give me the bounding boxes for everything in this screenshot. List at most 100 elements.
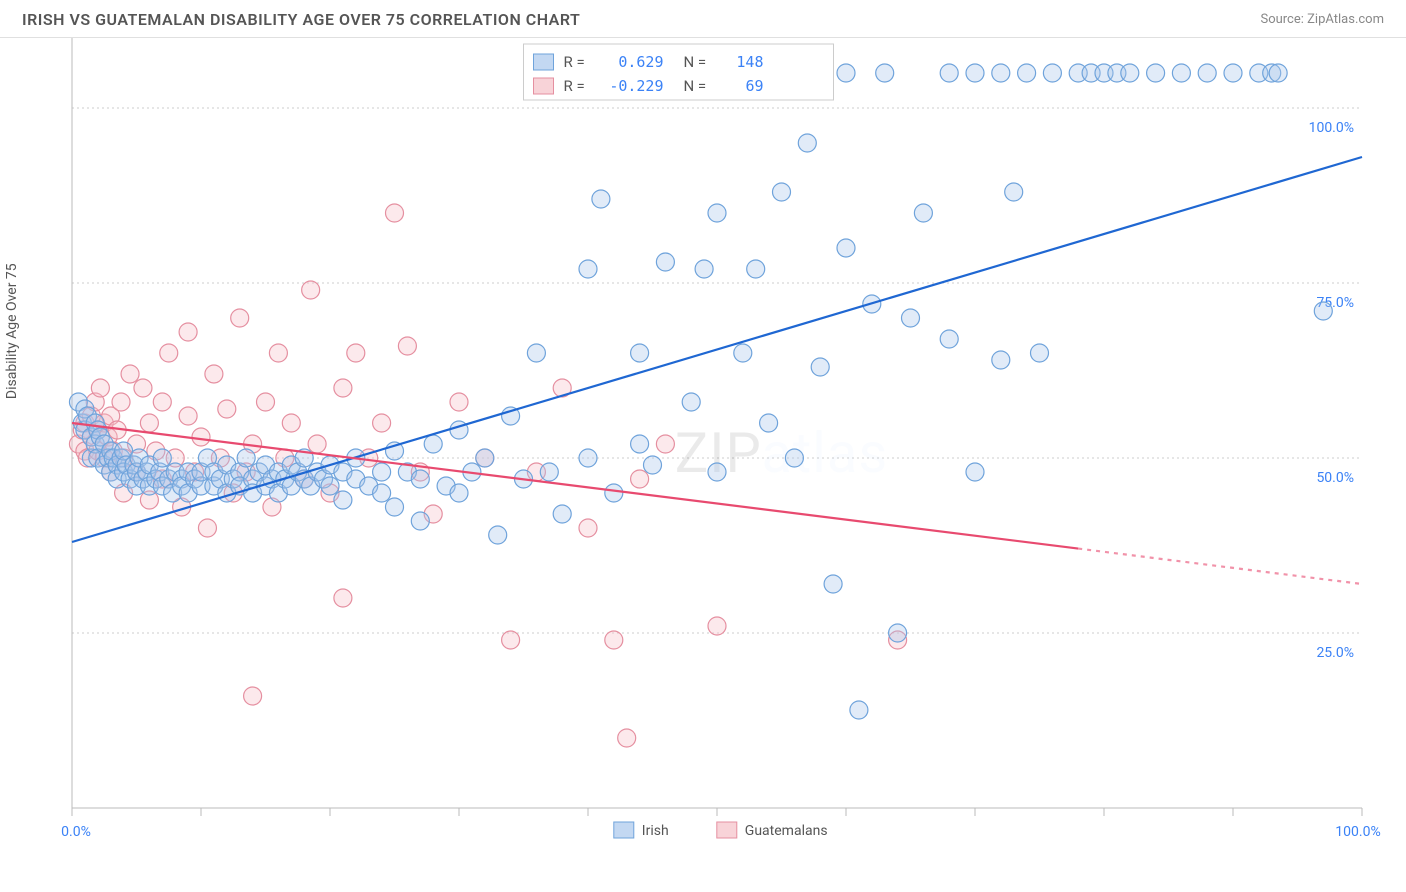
scatter-plot: 25.0%50.0%75.0%100.0%ZIPatlasR =0.629N =…: [22, 38, 1384, 880]
data-point: [876, 64, 894, 82]
data-point: [811, 358, 829, 376]
data-point: [1198, 64, 1216, 82]
data-point: [411, 512, 429, 530]
data-point: [218, 400, 236, 418]
data-point: [302, 281, 320, 299]
series-legend: Irish Guatemalans: [614, 822, 828, 839]
data-point: [373, 414, 391, 432]
legend-n-label: N =: [684, 53, 707, 71]
data-point: [153, 393, 171, 411]
data-point: [244, 687, 262, 705]
data-point: [553, 505, 571, 523]
data-point: [760, 414, 778, 432]
data-point: [579, 449, 597, 467]
data-point: [153, 449, 171, 467]
legend-series-label: Guatemalans: [745, 823, 828, 839]
legend-series-label: Irish: [642, 823, 669, 839]
data-point: [708, 463, 726, 481]
data-point: [91, 379, 109, 397]
data-point: [631, 470, 649, 488]
data-point: [140, 414, 158, 432]
data-point: [902, 309, 920, 327]
data-point: [618, 729, 636, 747]
data-point: [540, 463, 558, 481]
data-point: [373, 484, 391, 502]
data-point: [631, 344, 649, 362]
data-point: [992, 351, 1010, 369]
data-point: [1043, 64, 1061, 82]
data-point: [1269, 64, 1287, 82]
data-point: [824, 575, 842, 593]
data-point: [257, 393, 275, 411]
watermark: ZIPatlas: [675, 420, 889, 486]
legend-n-value: 148: [736, 53, 763, 71]
data-point: [205, 365, 223, 383]
y-axis-label: Disability Age Over 75: [4, 263, 20, 399]
data-point: [1314, 302, 1332, 320]
data-point: [476, 449, 494, 467]
x-max-label: 100.0%: [1335, 824, 1380, 840]
data-point: [489, 526, 507, 544]
data-point: [334, 379, 352, 397]
data-point: [179, 407, 197, 425]
data-point: [966, 463, 984, 481]
y-tick-label: 100.0%: [1309, 120, 1354, 136]
data-point: [160, 344, 178, 362]
legend-n-value: 69: [745, 77, 763, 95]
data-point: [411, 470, 429, 488]
data-point: [773, 183, 791, 201]
regression-line-extrapolated: [1078, 549, 1362, 584]
data-point: [1121, 64, 1139, 82]
data-point: [424, 435, 442, 453]
data-point: [708, 204, 726, 222]
data-point: [850, 701, 868, 719]
data-point: [386, 498, 404, 516]
data-point: [134, 379, 152, 397]
data-point: [579, 519, 597, 537]
data-point: [121, 365, 139, 383]
data-point: [347, 344, 365, 362]
legend-swatch: [717, 822, 737, 838]
data-point: [373, 463, 391, 481]
data-point: [889, 624, 907, 642]
data-point: [237, 449, 255, 467]
data-point: [837, 239, 855, 257]
data-point: [112, 393, 130, 411]
data-point: [605, 631, 623, 649]
data-point: [450, 393, 468, 411]
data-point: [527, 344, 545, 362]
data-point: [940, 64, 958, 82]
chart-title: IRISH VS GUATEMALAN DISABILITY AGE OVER …: [22, 10, 580, 29]
data-point: [450, 484, 468, 502]
data-point: [192, 428, 210, 446]
chart-source: Source: ZipAtlas.com: [1260, 12, 1384, 27]
data-point: [992, 64, 1010, 82]
data-point: [334, 589, 352, 607]
data-point: [398, 337, 416, 355]
legend-r-label: R =: [564, 53, 585, 71]
data-point: [269, 344, 287, 362]
data-point: [785, 449, 803, 467]
data-point: [914, 204, 932, 222]
data-point: [386, 204, 404, 222]
data-point: [747, 260, 765, 278]
data-point: [334, 491, 352, 509]
data-point: [231, 309, 249, 327]
data-point: [502, 631, 520, 649]
data-point: [656, 253, 674, 271]
data-point: [198, 519, 216, 537]
legend-r-label: R =: [564, 77, 585, 95]
data-point: [179, 323, 197, 341]
legend-r-value: -0.229: [609, 77, 663, 95]
data-point: [1018, 64, 1036, 82]
correlation-legend: R =0.629N =148R =-0.229N =69: [524, 44, 834, 100]
data-point: [966, 64, 984, 82]
x-min-label: 0.0%: [61, 824, 91, 840]
data-point: [579, 260, 597, 278]
data-point: [321, 477, 339, 495]
data-point: [798, 134, 816, 152]
y-tick-label: 50.0%: [1316, 470, 1354, 486]
legend-r-value: 0.629: [618, 53, 663, 71]
legend-swatch: [614, 822, 634, 838]
data-point: [1224, 64, 1242, 82]
